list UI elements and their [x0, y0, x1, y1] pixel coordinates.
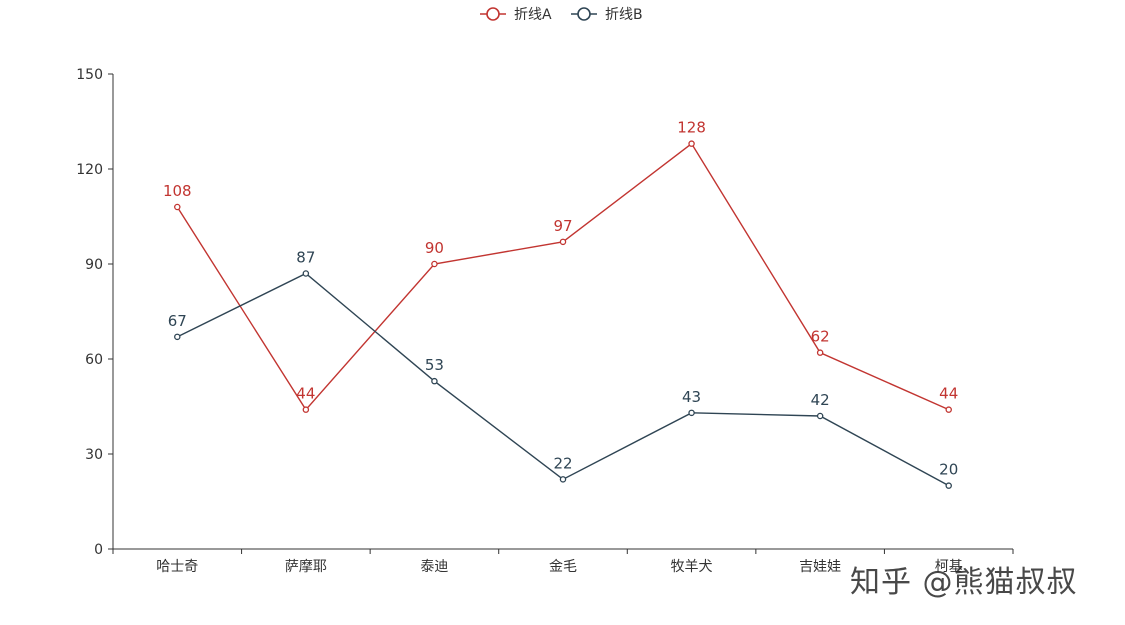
- legend-label: 折线B: [605, 7, 643, 23]
- data-point: [816, 412, 824, 420]
- data-label: 87: [296, 249, 315, 267]
- data-label: 62: [811, 328, 830, 346]
- y-tick-label: 0: [94, 542, 103, 558]
- data-label: 44: [939, 385, 958, 403]
- data-label: 44: [296, 385, 315, 403]
- y-tick-label: 90: [85, 257, 103, 273]
- watermark: 知乎 @熊猫叔叔: [850, 565, 1078, 600]
- data-label: 53: [425, 356, 444, 374]
- data-label: 128: [677, 119, 706, 137]
- data-point: [431, 377, 438, 385]
- data-point: [431, 260, 438, 268]
- data-point: [688, 409, 695, 417]
- data-label: 22: [553, 454, 572, 472]
- x-tick-label: 牧羊犬: [671, 559, 713, 575]
- y-tick-label: 60: [85, 352, 103, 368]
- x-tick-label: 哈士奇: [156, 558, 198, 575]
- data-point: [945, 482, 952, 489]
- data-point: [688, 140, 695, 147]
- legend-marker: [486, 7, 500, 21]
- data-point: [559, 476, 567, 483]
- x-tick-label: 吉娃娃: [799, 559, 841, 575]
- data-point: [945, 406, 952, 413]
- data-label: 97: [553, 217, 572, 235]
- data-point: [302, 270, 310, 277]
- data-point: [174, 203, 181, 211]
- data-point: [302, 406, 310, 413]
- legend-marker: [577, 7, 591, 21]
- data-label: 42: [811, 391, 830, 409]
- data-label: 90: [425, 239, 444, 257]
- y-tick-label: 150: [76, 67, 103, 83]
- legend-label: 折线A: [514, 7, 552, 23]
- x-tick-label: 泰迪: [420, 559, 448, 575]
- data-label: 43: [682, 388, 701, 406]
- data-label: 67: [168, 312, 187, 330]
- series-line: [176, 142, 949, 411]
- data-point: [816, 349, 824, 356]
- y-tick-label: 120: [76, 162, 103, 178]
- data-point: [174, 333, 181, 341]
- x-tick-label: 柯基: [935, 558, 963, 575]
- data-label: 20: [939, 461, 958, 479]
- data-point: [559, 238, 567, 246]
- y-tick-label: 30: [85, 447, 103, 463]
- x-tick-label: 金毛: [549, 559, 577, 575]
- x-tick-label: 萨摩耶: [285, 558, 327, 575]
- data-label: 108: [163, 182, 192, 200]
